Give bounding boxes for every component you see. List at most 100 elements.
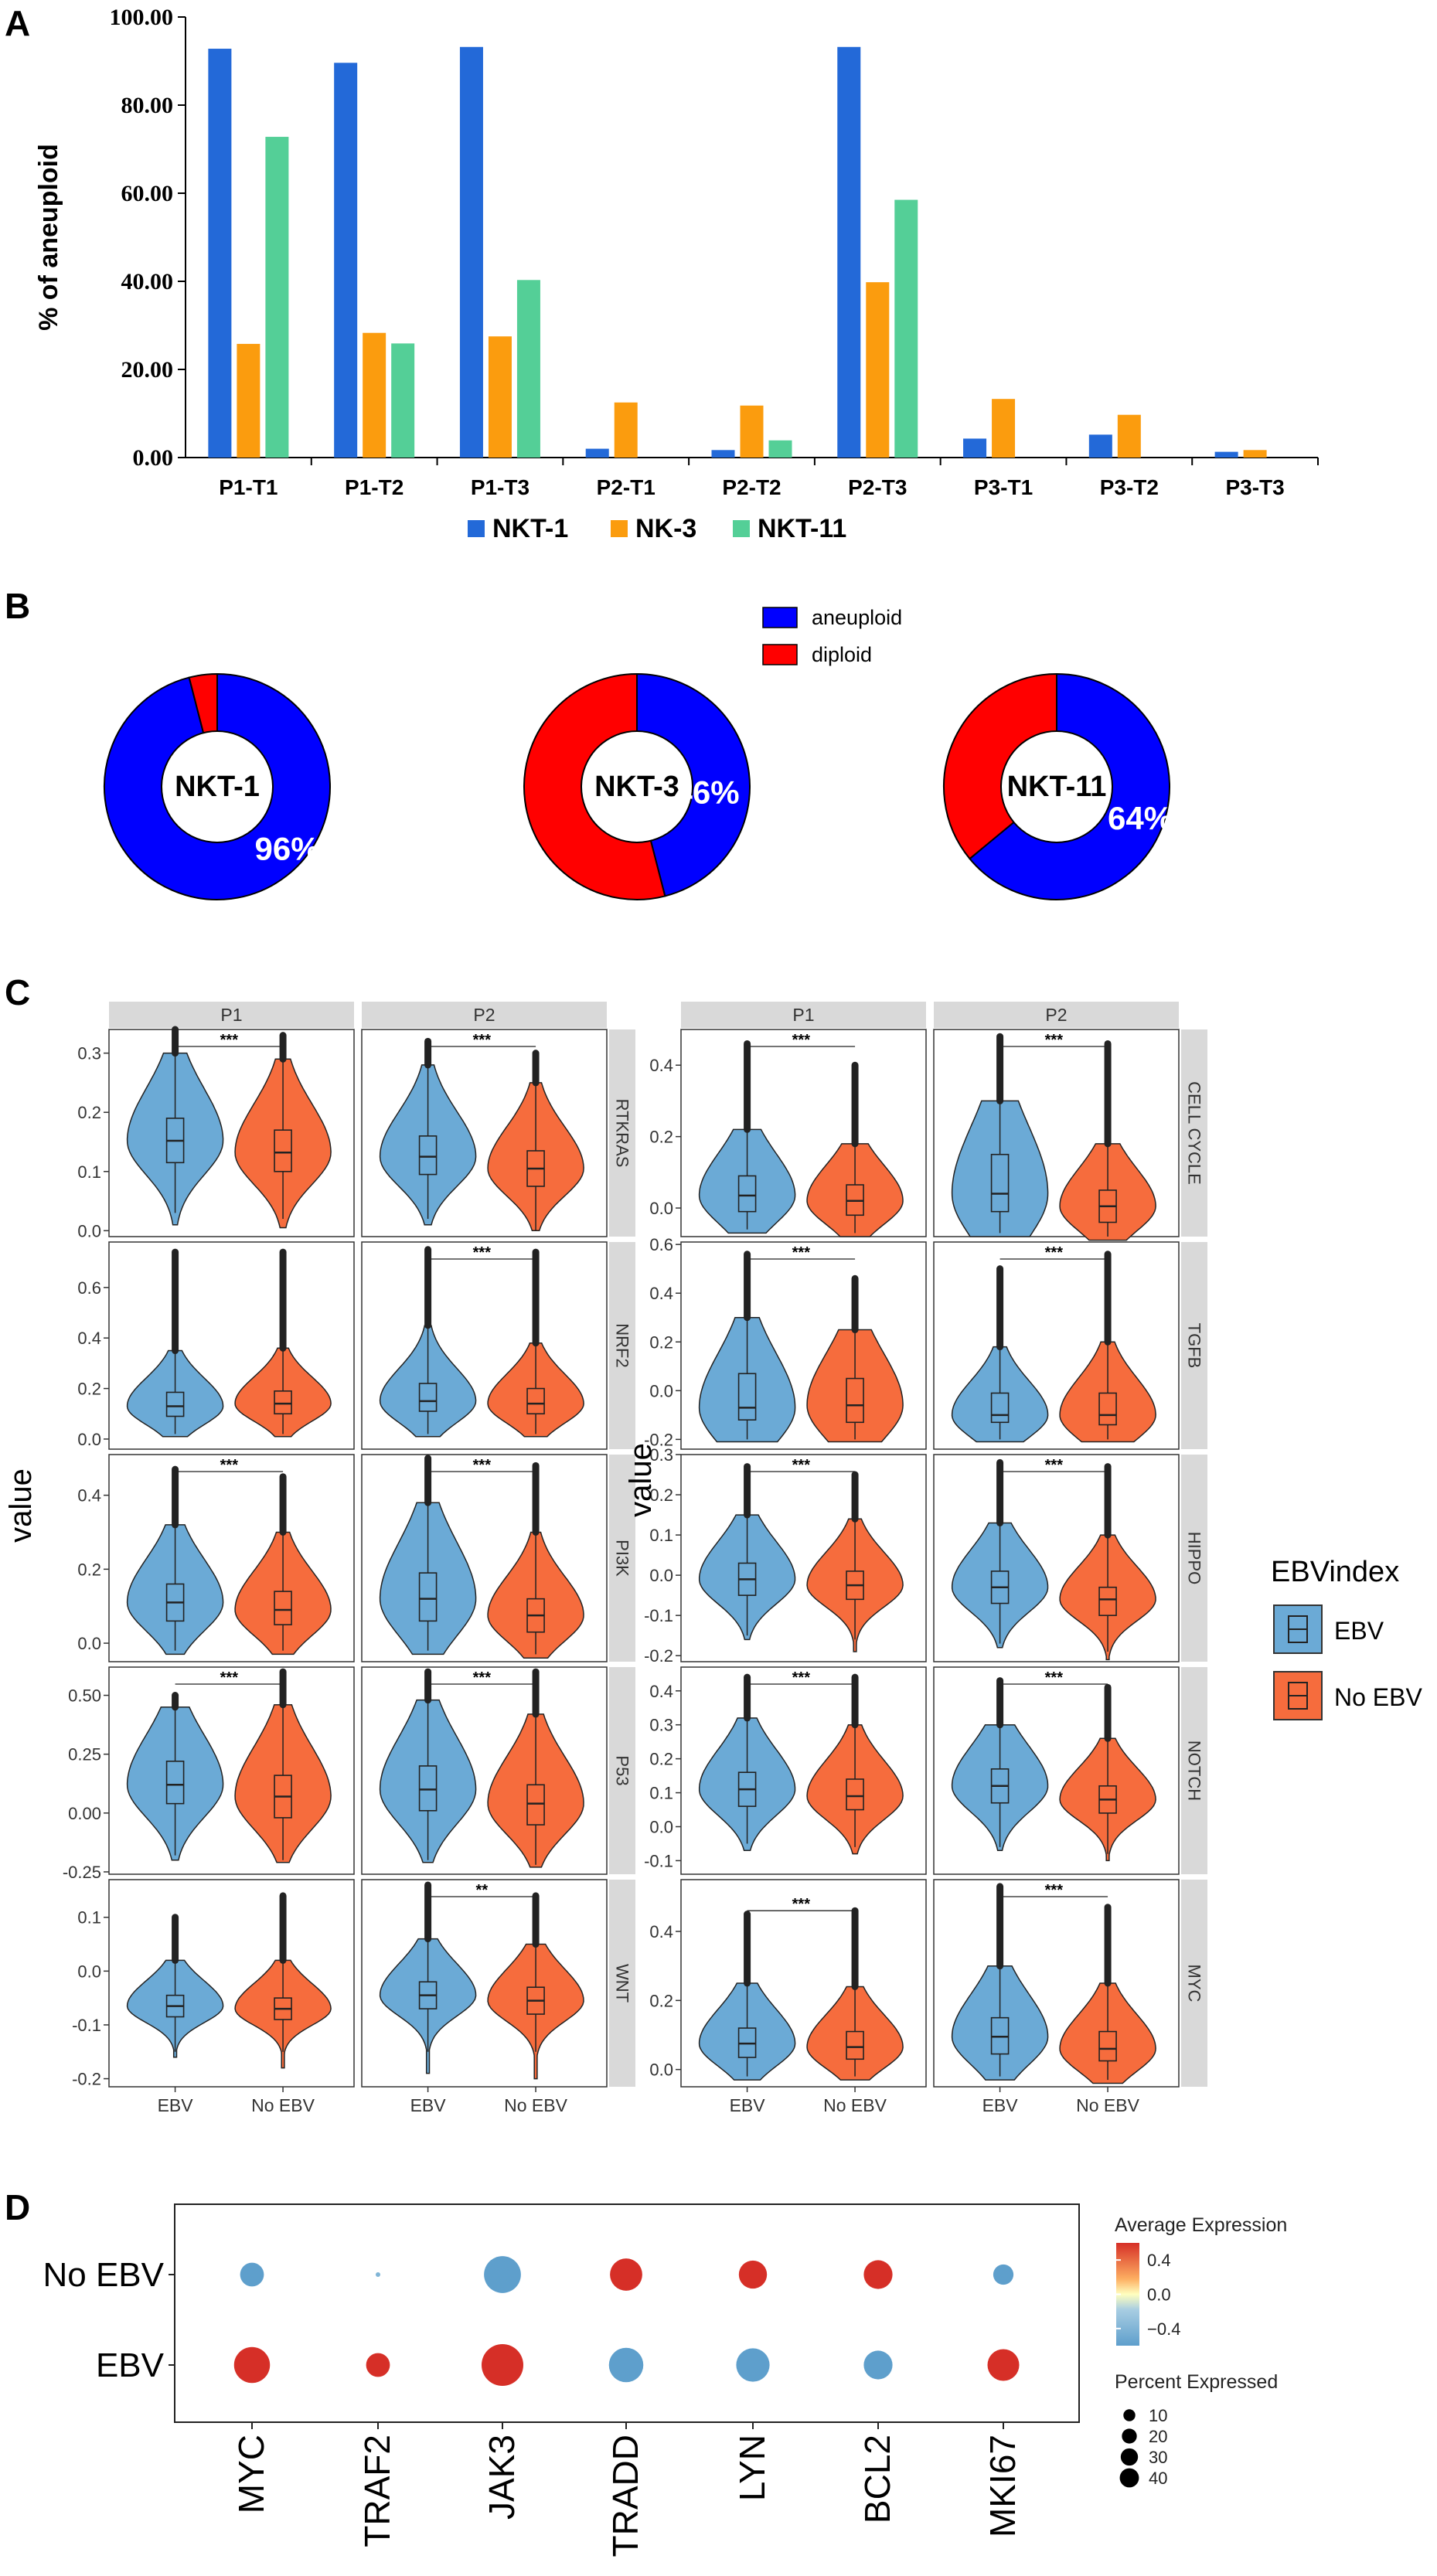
violin [1059,1143,1156,1241]
y-tick-label: EBV [96,2346,165,2384]
donut-slice-aneuploid [636,672,751,897]
violin [379,1938,477,2074]
x-tick-label: EBV [410,2095,447,2115]
violin [487,1943,584,2080]
y-axis-title: % of aneuploid [34,144,63,331]
y-tick-label: 0.4 [649,1056,673,1075]
panel-label-b: B [5,586,30,626]
size-legend-label: 20 [1149,2427,1167,2446]
y-tick-label: 0.00 [133,445,174,471]
bar-chart-panel: 0.00 20.00 40.00 60.00 80.00 100.00 % of aneup… [34,5,1319,543]
dot [376,2272,380,2277]
violin [806,1724,904,1855]
x-tick-label: P1-T1 [219,475,278,499]
bar [963,438,987,458]
panel-label-c: C [5,972,30,1012]
violin [1059,1982,1156,2084]
legend-label: EBV [1334,1617,1384,1645]
bar [334,63,358,458]
y-tick-label: 0.2 [77,1103,101,1122]
significance-label: *** [1045,1244,1064,1261]
violin [698,1514,796,1641]
facet-label: TGFB [1184,1323,1204,1369]
box [737,1175,757,1213]
bar [894,199,918,458]
size-legend-dot [1122,2428,1137,2444]
y-tick-label: 0.2 [649,1750,673,1769]
bar [711,450,735,458]
color-tick-label: −0.4 [1147,2319,1180,2339]
bar [391,343,415,458]
violin [379,1064,477,1226]
violin [806,1143,904,1237]
y-tick-label: 0.0 [77,1962,101,1981]
legend-label: aneuploid [812,606,902,629]
donut-value-label: 96% [254,830,319,866]
violin [806,1986,904,2081]
dot [863,2350,893,2380]
violin-plot-panel: P1 P2 RTKRAS 0.0 0.1 0.2 0.3 *** *** NRF2 0.0 0.2 0.… [4,1002,1422,2115]
legend-title: EBVindex [1271,1556,1399,1588]
x-tick-label: P2-T3 [848,475,907,499]
violin [126,1959,224,2058]
violin [698,1316,796,1443]
box [274,1591,292,1625]
significance-label: *** [1045,1882,1064,1899]
box [1098,1392,1117,1426]
box [526,1387,545,1415]
violin [126,1349,224,1438]
violin [487,1082,584,1232]
facet-strip [1181,1880,1207,2087]
box [165,1761,185,1805]
bar [866,282,890,458]
facet-label: CELL CYCLE [1184,1081,1204,1185]
facet-label: NRF2 [612,1323,632,1367]
facet-strip [609,1880,635,2087]
y-tick-label: 0.1 [649,1526,673,1545]
color-tick-label: 0.4 [1147,2251,1171,2270]
violin [698,1982,796,2081]
violin [487,1713,584,1868]
bar [837,46,861,458]
dot [738,2260,768,2289]
panel-label-d: D [5,2187,30,2227]
x-tick-label: No EBV [504,2095,567,2115]
y-tick-label: 0.50 [68,1686,101,1706]
legend-swatch [762,644,798,665]
y-tick-label: 0.2 [77,1380,101,1399]
violin [806,1329,904,1443]
violin [698,1717,796,1851]
y-tick-label: 0.00 [68,1804,101,1823]
facet-label: NOTCH [1184,1741,1204,1801]
bar [265,137,289,458]
significance-label: *** [792,1457,811,1474]
significance-label: *** [473,1032,492,1049]
x-tick-label: EBV [730,2095,766,2115]
bar [740,405,764,458]
y-tick-label: -0.2 [72,2070,101,2089]
y-tick-label: 0.2 [77,1560,101,1579]
violin [487,1342,584,1438]
y-tick-label: No EBV [43,2256,164,2294]
x-tick-label: TRADD [605,2435,645,2557]
box [737,1373,757,1421]
x-tick-label: LYN [732,2435,772,2501]
bar [208,49,232,458]
violin [234,1058,332,1229]
y-tick-label: 60.00 [121,181,174,206]
facet-strip [1181,1242,1207,1449]
dot [484,2256,521,2293]
violin [1059,1534,1156,1661]
significance-label: *** [1045,1032,1064,1049]
significance-label: *** [792,1669,811,1686]
violin [951,1724,1049,1851]
legend-swatch [762,607,798,628]
facet-strip [1181,1455,1207,1662]
x-tick-label: P2-T2 [722,475,781,499]
significance-label: *** [792,1244,811,1261]
donut-center-label: NKT-11 [1007,771,1107,803]
significance-label: *** [220,1032,239,1049]
x-tick-label: MYC [231,2435,271,2513]
bar [1117,414,1141,458]
